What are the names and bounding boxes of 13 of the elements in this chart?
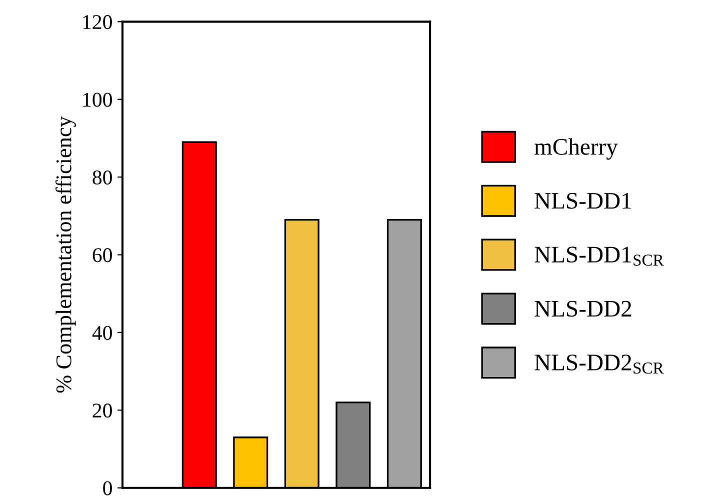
y-tick-label: 80 [92,170,112,185]
legend-label: NLS-DD1$_{SCR}$ [534,246,664,266]
y-tick-label: 100 [83,92,112,107]
y-axis-title: % Complementation efficiency [55,116,76,393]
y-tick-label: 20 [92,404,112,418]
y-tick-label: 60 [92,248,112,262]
y-tick-label: 0 [103,481,112,496]
y-tick-label: 120 [83,15,112,30]
legend-label: NLS-DD1 [534,192,631,209]
legend-label: NLS-DD2$_{SCR}$ [534,354,664,374]
legend-label: mCherry [534,138,618,160]
legend-label: NLS-DD2 [534,300,632,317]
y-tick-label: 40 [92,326,112,340]
